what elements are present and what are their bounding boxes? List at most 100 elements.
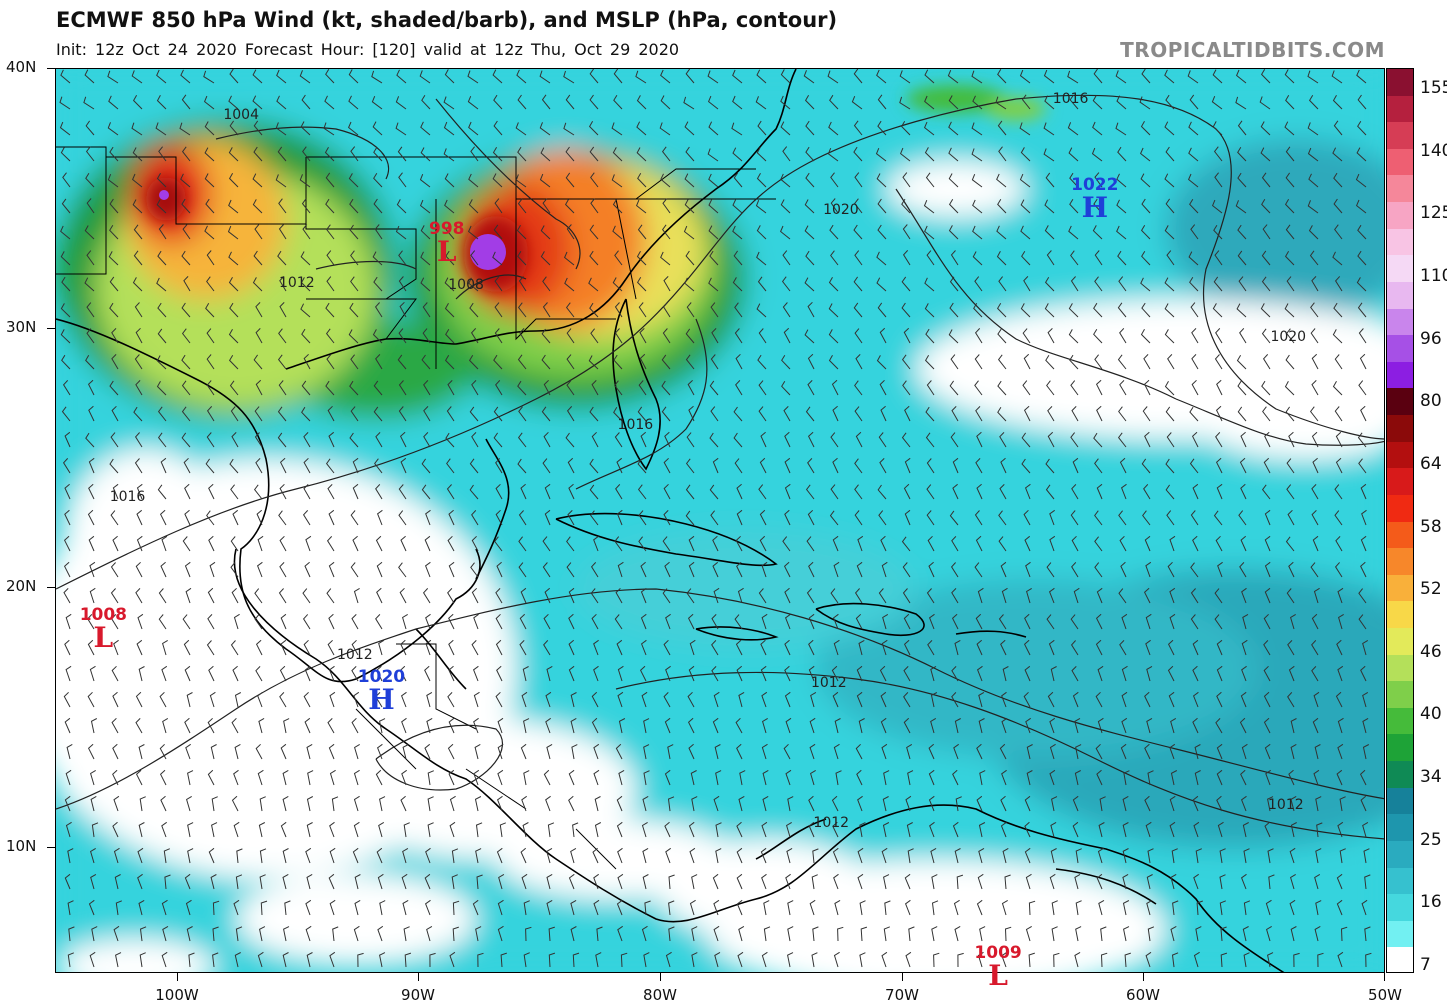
wind-barb (1116, 173, 1127, 188)
wind-barb (1215, 457, 1223, 474)
wind-barb (494, 302, 503, 318)
wind-barb (903, 613, 911, 630)
wind-barb (1140, 277, 1151, 292)
wind-barb (91, 926, 98, 942)
wind-barb (612, 225, 623, 240)
wind-barb (1047, 431, 1055, 448)
wind-barb (832, 613, 839, 630)
wind-barb (902, 250, 911, 266)
wind-barb (1021, 432, 1031, 448)
wind-barb (1189, 276, 1199, 292)
wind-barb (328, 509, 335, 526)
wind-barb (255, 458, 263, 474)
wind-barb (636, 95, 647, 110)
wind-barb (301, 198, 311, 214)
wind-barb (276, 95, 287, 110)
wind-barb (1216, 769, 1223, 786)
wind-barb (523, 718, 530, 734)
wind-barb (494, 536, 503, 552)
wind-barb (422, 588, 431, 604)
wind-barb (930, 692, 938, 708)
colorbar-segment (1387, 335, 1413, 363)
wind-barb (159, 509, 167, 526)
wind-barb (236, 848, 243, 864)
wind-barb (184, 873, 191, 890)
wind-barb (474, 743, 481, 760)
colorbar-segment (1387, 441, 1413, 470)
wind-barb (925, 172, 935, 188)
wind-barb (780, 95, 791, 110)
wind-barb (542, 302, 551, 318)
wind-map[interactable] (55, 68, 1385, 973)
wind-barb (1116, 95, 1127, 110)
wind-barb (1094, 250, 1103, 266)
site-credit[interactable]: TROPICALTIDBITS.COM (1120, 38, 1385, 62)
wind-barb (544, 483, 551, 500)
wind-barb (329, 691, 336, 708)
wind-barb (1336, 899, 1343, 916)
wind-barb (328, 665, 335, 682)
wind-barb (139, 796, 146, 812)
wind-barb (807, 301, 815, 318)
wind-barb (135, 769, 143, 786)
wind-barb (400, 795, 407, 812)
wind-barb (187, 770, 194, 786)
wind-barb (711, 614, 719, 630)
wind-barb (137, 873, 143, 890)
wind-barb (732, 147, 743, 162)
wind-barb (689, 899, 696, 916)
wind-barb (397, 146, 407, 162)
wind-barb (902, 588, 911, 604)
wind-barb (1044, 276, 1055, 292)
wind-barb (925, 432, 935, 448)
wind-barb (566, 380, 575, 396)
wind-barb (350, 146, 359, 162)
wind-barb (399, 431, 407, 448)
wind-barb (523, 900, 530, 916)
wind-barb (230, 562, 239, 578)
wind-barb (1337, 821, 1344, 838)
wind-barb (976, 899, 983, 916)
wind-barb (734, 328, 743, 344)
wind-barb (1337, 743, 1344, 760)
wind-barb (1191, 354, 1199, 370)
wind-barb (642, 847, 649, 864)
wind-barb (1143, 587, 1151, 604)
wind-barb (1093, 328, 1103, 344)
wind-barb (495, 588, 503, 604)
wind-barb (398, 172, 407, 188)
wind-barb (90, 795, 97, 812)
wind-barb (156, 381, 167, 396)
wind-barb (948, 147, 959, 162)
wind-barb (429, 952, 436, 968)
wind-barb (1118, 406, 1127, 422)
wind-barb (354, 743, 360, 760)
wind-barb (300, 251, 311, 266)
wind-barb (60, 147, 71, 162)
wind-barb (858, 718, 865, 734)
wind-barb (972, 95, 983, 110)
wind-barb (279, 457, 287, 474)
wind-barb (779, 225, 791, 240)
wind-barb (1091, 147, 1103, 162)
wind-barb (306, 952, 313, 968)
wind-barb (782, 250, 791, 266)
wind-barb (1309, 406, 1319, 422)
wind-barb (1311, 666, 1319, 682)
wind-barb (1284, 69, 1295, 84)
wind-barb (1025, 717, 1031, 734)
wind-barb (1119, 535, 1127, 552)
wind-barb (926, 380, 935, 396)
wind-barb (1050, 821, 1057, 838)
wind-barb (924, 303, 935, 318)
wind-barb (930, 847, 937, 864)
wind-barb (612, 277, 623, 292)
wind-barb (467, 70, 479, 84)
wind-barb (161, 951, 168, 968)
wind-barb (88, 405, 95, 422)
wind-barb (1188, 121, 1199, 136)
wind-barb (637, 224, 647, 240)
wind-barb (784, 431, 791, 448)
wind-barb (1094, 172, 1103, 188)
wind-barb (853, 146, 863, 162)
